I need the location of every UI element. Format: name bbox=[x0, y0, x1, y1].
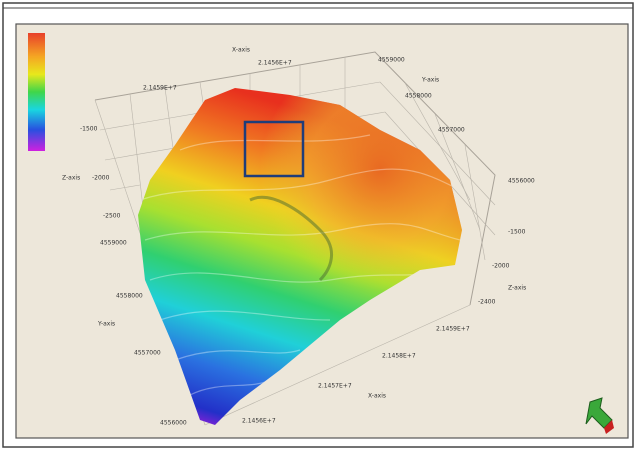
rough-ridge bbox=[249, 195, 334, 282]
axis-title: X-axis bbox=[232, 47, 250, 54]
highlight-box bbox=[243, 120, 305, 178]
grid-line bbox=[434, 113, 481, 231]
tick-label: 2.1457E+7 bbox=[318, 383, 352, 390]
grid-line bbox=[379, 81, 496, 206]
arrow-base bbox=[604, 420, 614, 434]
axis-title: Y-axis bbox=[97, 321, 115, 328]
tick-label: -1500 bbox=[508, 229, 526, 236]
tick-label: 4556000 bbox=[508, 178, 535, 185]
contour bbox=[149, 269, 441, 283]
contour bbox=[179, 134, 371, 151]
tick-label: -1500 bbox=[80, 126, 98, 133]
grid-line bbox=[464, 144, 486, 261]
contour bbox=[139, 168, 461, 201]
tick-label: 4557000 bbox=[134, 350, 161, 357]
contour bbox=[159, 310, 331, 321]
tick-label: -2000 bbox=[492, 263, 510, 270]
tick-label: 4559000 bbox=[378, 57, 405, 64]
tick-label: 2.1456E+7 bbox=[242, 418, 276, 425]
grid-line bbox=[109, 184, 141, 191]
axis-title: Y-axis bbox=[421, 77, 439, 84]
tick-label: 2.1459E+7 bbox=[143, 85, 177, 92]
tick-label: 2.1458E+7 bbox=[382, 353, 416, 360]
tick-label: 4556000 bbox=[160, 420, 187, 427]
box-edge bbox=[94, 51, 496, 306]
tick-label: -2400 bbox=[478, 299, 496, 306]
contour bbox=[144, 223, 461, 241]
tick-label: 2.1456E+7 bbox=[258, 60, 292, 67]
box-edge bbox=[204, 304, 471, 426]
tick-label: 4557000 bbox=[438, 127, 465, 134]
tick-label: 4558000 bbox=[116, 293, 143, 300]
tick-label: -2500 bbox=[103, 213, 121, 220]
nav-arrow[interactable] bbox=[585, 397, 614, 434]
axis-title: Z-axis bbox=[508, 285, 526, 292]
tick-label: 2.1459E+7 bbox=[436, 326, 470, 333]
tick-label: 4558000 bbox=[405, 93, 432, 100]
axis-title: X-axis bbox=[368, 393, 386, 400]
axis-title: Z-axis bbox=[62, 175, 80, 182]
contours bbox=[139, 134, 461, 396]
color-bar bbox=[28, 33, 45, 151]
tick-label: 4559000 bbox=[100, 240, 127, 247]
tick-label: -2000 bbox=[92, 175, 110, 182]
contour bbox=[174, 349, 301, 361]
grid-line bbox=[404, 82, 471, 201]
axis-labels: X-axis 2.1456E+7 2.1459E+7 4559000 Y-axi… bbox=[62, 47, 535, 427]
